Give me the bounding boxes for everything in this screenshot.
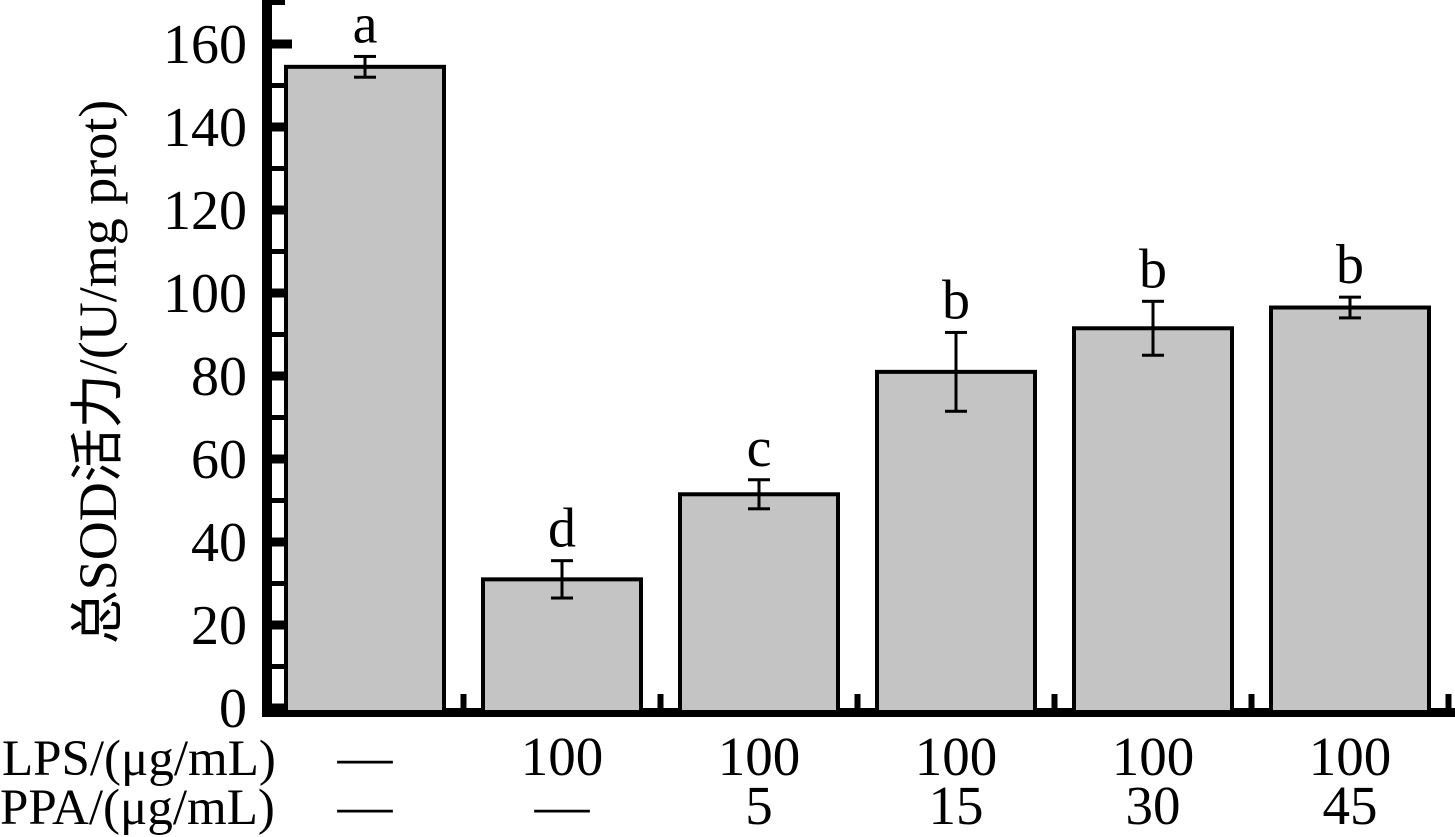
x-row-value: —	[337, 775, 394, 836]
sig-letter: b	[1336, 234, 1364, 296]
error-bar-cap-top	[1142, 299, 1164, 303]
x-axis-line	[262, 708, 1455, 717]
y-tick-label: 80	[191, 346, 247, 408]
error-bar-cap-bottom	[1339, 316, 1361, 320]
x-row-value: 100	[915, 726, 998, 787]
bar	[284, 64, 446, 714]
sig-letter: d	[548, 498, 576, 560]
x-row-label-lps: LPS/(μg/mL)	[2, 731, 276, 787]
x-tick	[657, 694, 664, 708]
error-bar	[954, 332, 958, 412]
x-row-value: 45	[1323, 775, 1378, 836]
x-tick	[460, 694, 467, 708]
x-row-value: 100	[1309, 726, 1392, 787]
y-minor-tick	[272, 664, 285, 669]
y-tick-label: 160	[163, 14, 247, 76]
y-minor-tick	[272, 581, 285, 586]
y-tick-label: 0	[219, 678, 247, 740]
error-bar-cap-bottom	[551, 596, 573, 600]
error-bar-cap-top	[354, 54, 376, 58]
y-major-tick	[272, 39, 292, 49]
x-tick	[1051, 694, 1058, 708]
sig-letter: c	[747, 417, 772, 479]
error-bar-cap-bottom	[945, 409, 967, 413]
y-tick-label: 140	[163, 97, 247, 159]
y-major-tick	[272, 288, 292, 298]
x-row-value: —	[534, 775, 591, 836]
x-row-value: 15	[929, 775, 984, 836]
y-major-tick	[272, 205, 292, 215]
error-bar	[560, 560, 564, 599]
y-axis-title: 总SOD活力/(U/mg prot)	[68, 100, 128, 644]
sig-letter: b	[942, 269, 970, 331]
y-axis-line	[262, 0, 272, 717]
bar	[678, 492, 840, 714]
x-row-value: —	[337, 726, 394, 787]
y-minor-tick	[272, 498, 285, 503]
x-row-value: 100	[718, 726, 801, 787]
error-bar-cap-top	[1339, 295, 1361, 299]
y-major-tick	[272, 703, 292, 713]
y-major-tick	[272, 371, 292, 381]
y-minor-tick	[272, 166, 285, 171]
y-minor-tick	[272, 332, 285, 337]
y-major-tick	[272, 122, 292, 132]
y-major-tick	[272, 454, 292, 464]
x-tick	[854, 694, 861, 708]
error-bar	[757, 479, 761, 509]
y-major-tick	[272, 620, 292, 630]
y-minor-tick	[272, 83, 285, 88]
y-tick-label: 60	[191, 429, 247, 491]
sig-letter: b	[1139, 238, 1167, 300]
x-tick	[1248, 694, 1255, 708]
y-minor-tick	[272, 249, 285, 254]
error-bar-cap-bottom	[1142, 353, 1164, 357]
bar	[875, 369, 1037, 714]
error-bar-cap-bottom	[354, 75, 376, 79]
y-tick-label: 100	[163, 263, 247, 325]
sig-letter: a	[353, 0, 378, 55]
x-row-value: 30	[1126, 775, 1181, 836]
y-minor-tick	[272, 0, 285, 5]
y-minor-tick	[272, 415, 285, 420]
error-bar-cap-bottom	[748, 507, 770, 511]
error-bar-cap-top	[945, 330, 967, 334]
y-tick-label: 40	[191, 512, 247, 574]
error-bar	[1151, 301, 1155, 356]
error-bar	[363, 56, 367, 78]
x-row-value: 100	[521, 726, 604, 787]
y-tick-label: 120	[163, 180, 247, 242]
x-tick	[1445, 694, 1452, 708]
y-tick-label: 20	[191, 595, 247, 657]
y-major-tick	[272, 537, 292, 547]
x-row-label-ppa: PPA/(μg/mL)	[0, 780, 275, 836]
error-bar-cap-top	[748, 478, 770, 482]
bar	[1269, 305, 1431, 714]
error-bar-cap-top	[551, 559, 573, 563]
bar	[1072, 326, 1234, 714]
x-row-value: 100	[1112, 726, 1195, 787]
x-row-value: 5	[745, 775, 773, 836]
error-bar	[1348, 297, 1352, 318]
